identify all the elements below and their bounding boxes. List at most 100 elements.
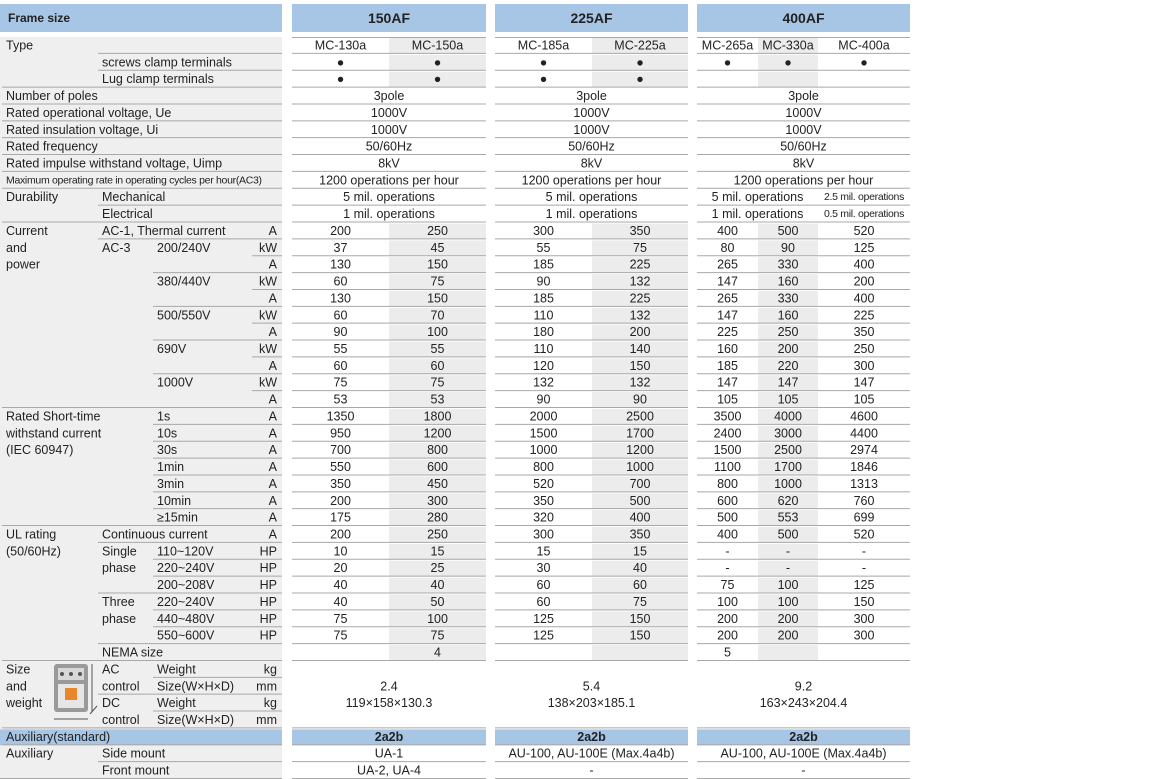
row-label: power [6,258,40,272]
shade [758,476,818,493]
value-cell: 10 [334,544,348,558]
row-label: AC-1, Thermal current [102,224,226,238]
value-cell: 125 [533,612,554,626]
shade [592,527,688,543]
value-cell: 55 [431,342,445,356]
row-label: Electrical [102,207,153,221]
shade [592,392,688,408]
value-cell: 225 [630,258,651,272]
row-label: Maximum operating rate in operating cycl… [6,174,262,186]
shade [592,560,688,577]
row-label: 200/240V [157,241,211,255]
row-label: 1000V [157,376,194,390]
row-label: 690V [157,342,187,356]
value-cell: 8kV [793,156,815,170]
value-cell: 55 [334,342,348,356]
value-cell: 553 [778,511,799,525]
value-cell: 1200 operations per hour [522,173,662,187]
shade [592,324,688,341]
value-cell: 300 [427,494,448,508]
row-label: Number of poles [6,89,98,103]
shade [592,307,688,324]
value-cell: 37 [334,241,348,255]
value-cell: 40 [431,578,445,592]
value-cell: MC-265a [702,38,753,52]
value-cell: 330 [778,258,799,272]
shade [758,409,818,425]
unit-label: A [269,393,278,407]
value-cell: 2500 [626,409,654,423]
value-cell: 1700 [626,426,654,440]
value-cell: 147 [717,376,738,390]
shade [592,510,688,527]
value-cell: 1500 [714,443,742,457]
value-cell: 800 [717,477,738,491]
row-label: Rated impulse withstand voltage, Uimp [6,156,222,170]
value-cell: 1200 [424,426,452,440]
shade [389,274,486,290]
row-label: Size(W×H×D) [157,713,234,727]
value-cell: ● [540,55,548,69]
value-cell: 1000 [774,477,802,491]
shade [758,307,818,324]
value-cell: 60 [334,275,348,289]
value-cell: 50/60Hz [780,140,827,154]
shade [758,645,818,661]
value-cell: 150 [630,359,651,373]
shade [592,274,688,290]
shade [758,493,818,510]
shade [389,54,486,71]
value-cell: - [801,764,805,778]
shade [758,38,818,54]
value-cell: 185 [533,258,554,272]
shade [389,392,486,408]
shade [758,577,818,594]
value-cell: 55 [537,241,551,255]
value-cell: 60 [633,578,647,592]
unit-label: kW [259,342,277,356]
section-band [0,729,282,746]
value-cell: ● [337,55,345,69]
shade [592,543,688,560]
value-cell: 250 [427,527,448,541]
value-cell: 400 [717,224,738,238]
unit-label: A [269,477,278,491]
row-label: Side mount [102,747,166,761]
value-cell: 90 [334,325,348,339]
value-cell: 125 [533,629,554,643]
unit-label: A [269,460,278,474]
value-cell: 163×243×204.4 [760,696,848,710]
value-cell: 15 [537,544,551,558]
value-cell: 225 [630,291,651,305]
value-cell: 400 [854,291,875,305]
value-cell: 160 [778,275,799,289]
row-label: AC [102,662,119,676]
value-cell: 300 [533,224,554,238]
value-cell: 2000 [530,409,558,423]
value-cell: 250 [778,325,799,339]
value-cell: 2a2b [789,730,818,744]
value-cell: 350 [330,477,351,491]
value-cell: 75 [721,578,735,592]
shade [592,476,688,493]
value-cell: 0.5 mil. operations [824,208,904,220]
value-cell: 200 [330,224,351,238]
header-cell [697,4,910,32]
value-cell: 1000V [785,106,822,120]
shade [758,240,818,257]
value-cell: - [786,544,790,558]
value-cell: 400 [717,527,738,541]
unit-label: HP [260,561,277,575]
value-cell: 4000 [774,409,802,423]
value-cell: 1100 [714,460,741,474]
row-label: Type [6,38,33,52]
value-cell: 2974 [850,443,878,457]
value-cell: 150 [427,258,448,272]
value-cell: 147 [778,376,799,390]
unit-label: kW [259,241,277,255]
value-cell: 100 [427,325,448,339]
value-cell: ● [636,55,644,69]
value-cell: 9.2 [795,679,812,693]
value-cell: 90 [781,241,795,255]
value-cell: 5 [724,646,731,660]
